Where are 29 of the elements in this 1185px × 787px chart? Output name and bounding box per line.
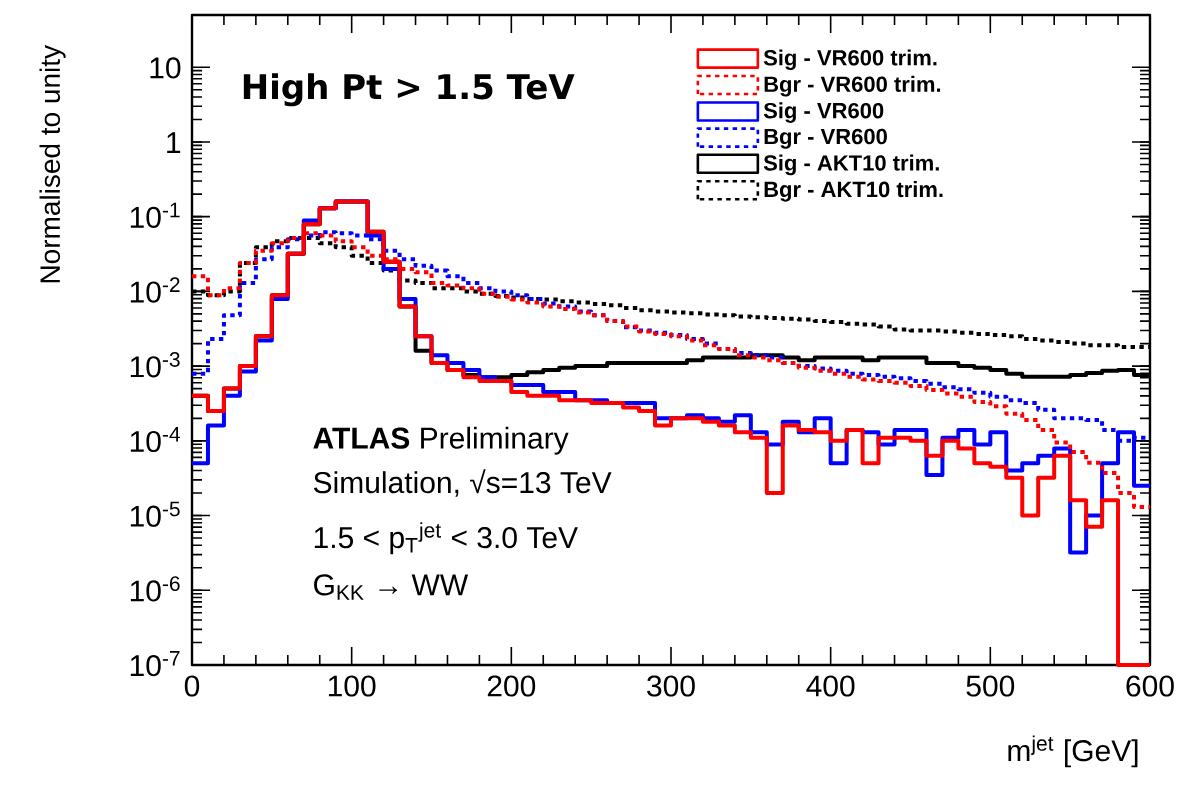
legend-label: Bgr - VR600 trim. <box>764 75 941 97</box>
text: High Pt > 1.5 TeV <box>243 73 575 107</box>
y-tick-label: 10$^{-3}$ <box>130 352 180 378</box>
annotation: Simulation, √s=13 TeV <box>313 469 612 497</box>
y-tick-label: 10$^{-7}$ <box>130 651 180 677</box>
x-tick-label: 600 <box>1126 675 1174 697</box>
legend-label: Bgr - VR600 <box>764 128 887 149</box>
x-tick-label: 300 <box>647 675 695 697</box>
x-tick-label: 500 <box>966 675 1015 697</box>
y-tick-label: 10 <box>150 57 181 79</box>
legend-label: Bgr - AKT10 trim. <box>764 181 943 202</box>
x-tick-label: 100 <box>328 675 376 697</box>
x-axis-title: m$^{jet}$ [GeV] <box>1008 735 1138 768</box>
annotation: ATLAS Preliminary <box>313 426 569 455</box>
y-tick-label: 10$^{-4}$ <box>130 426 180 453</box>
legend-label: Sig - AKT10 trim. <box>763 154 939 176</box>
x-tick-label: 400 <box>806 675 855 697</box>
legend-label: Sig - VR600 <box>763 102 884 123</box>
annotation: 1.5 < p$_{T}$$^{jet}$ < 3.0 TeV <box>314 522 578 555</box>
y-tick-label: 10$^{-1}$ <box>130 202 180 228</box>
y-tick-label: 10$^{-2}$ <box>130 277 180 303</box>
y-axis-title: Normalised to unity <box>39 45 66 283</box>
y-tick-label: 10$^{-5}$ <box>130 501 180 527</box>
annotation: G$_{KK}$ → WW <box>314 574 469 600</box>
x-tick-label: 0 <box>184 675 200 697</box>
legend-label: Sig - VR600 trim. <box>763 49 937 71</box>
x-tick-label: 200 <box>487 675 536 697</box>
y-tick-label: 10$^{-6}$ <box>130 576 180 602</box>
y-tick-label: 1 <box>167 132 181 153</box>
